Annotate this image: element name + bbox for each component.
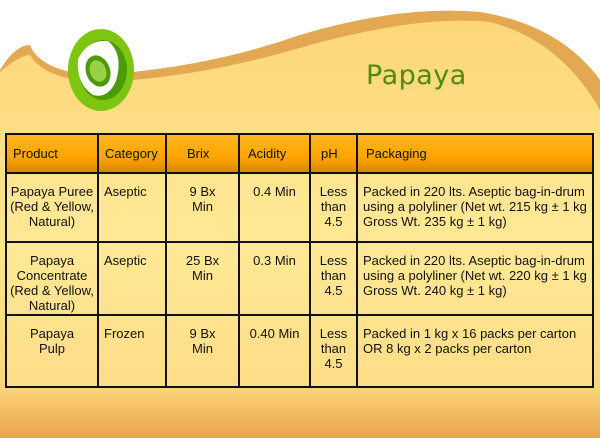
cell-product: Papaya Pulp <box>5 314 99 388</box>
cell-product: Papaya Concentrate (Red & Yellow, Natura… <box>5 241 99 316</box>
cell-brix: 25 Bx Min <box>165 241 240 316</box>
cell-ph: Less than 4.5 <box>309 172 358 243</box>
cell-category: Aseptic <box>97 172 167 243</box>
cell-packaging: Packed in 1 kg x 16 packs per carton OR … <box>356 314 594 388</box>
cell-packaging: Packed in 220 lts. Aseptic bag-in-drum u… <box>356 172 594 243</box>
table-row: Papaya Puree (Red & Yellow, Natural) Ase… <box>5 172 594 243</box>
cell-acidity: 0.40 Min <box>238 314 311 388</box>
table-row: Papaya Pulp Frozen 9 Bx Min 0.40 Min Les… <box>5 314 594 388</box>
cell-category: Aseptic <box>97 241 167 316</box>
papaya-icon <box>68 29 134 111</box>
product-table: Product Category Brix Acidity pH Packagi… <box>5 133 594 388</box>
cell-acidity: 0.4 Min <box>238 172 311 243</box>
cell-packaging: Packed in 220 lts. Aseptic bag-in-drum u… <box>356 241 594 316</box>
cell-category: Frozen <box>97 314 167 388</box>
header-category: Category <box>97 133 167 174</box>
page-title: Papaya <box>366 60 467 91</box>
cell-product: Papaya Puree (Red & Yellow, Natural) <box>5 172 99 243</box>
header-packaging: Packaging <box>356 133 594 174</box>
cell-brix: 9 Bx Min <box>165 314 240 388</box>
table-row: Papaya Concentrate (Red & Yellow, Natura… <box>5 241 594 316</box>
header-brix: Brix <box>165 133 240 174</box>
header-acidity: Acidity <box>238 133 311 174</box>
cell-brix: 9 Bx Min <box>165 172 240 243</box>
cell-acidity: 0.3 Min <box>238 241 311 316</box>
cell-ph: Less than 4.5 <box>309 314 358 388</box>
header-product: Product <box>5 133 99 174</box>
table-header-row: Product Category Brix Acidity pH Packagi… <box>5 133 594 174</box>
header-ph: pH <box>309 133 358 174</box>
cell-ph: Less than 4.5 <box>309 241 358 316</box>
